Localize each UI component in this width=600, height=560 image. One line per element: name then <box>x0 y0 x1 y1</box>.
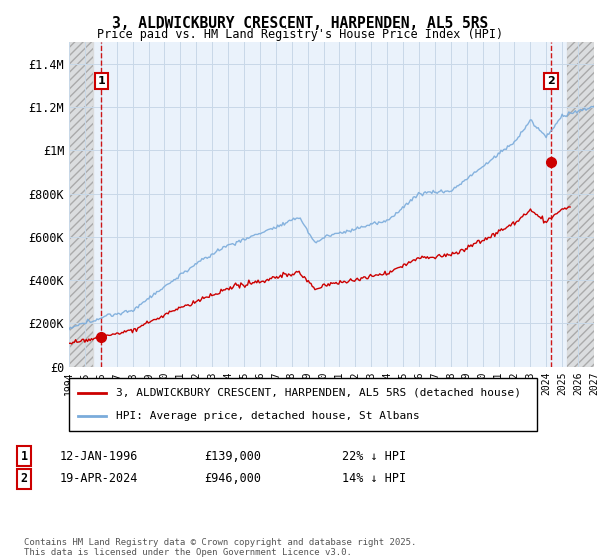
Text: 3, ALDWICKBURY CRESCENT, HARPENDEN, AL5 5RS (detached house): 3, ALDWICKBURY CRESCENT, HARPENDEN, AL5 … <box>116 388 521 398</box>
Text: 19-APR-2024: 19-APR-2024 <box>60 472 139 486</box>
Text: 3, ALDWICKBURY CRESCENT, HARPENDEN, AL5 5RS: 3, ALDWICKBURY CRESCENT, HARPENDEN, AL5 … <box>112 16 488 31</box>
FancyBboxPatch shape <box>69 378 537 431</box>
Text: HPI: Average price, detached house, St Albans: HPI: Average price, detached house, St A… <box>116 411 419 421</box>
Text: £139,000: £139,000 <box>204 450 261 463</box>
Text: 22% ↓ HPI: 22% ↓ HPI <box>342 450 406 463</box>
Text: 12-JAN-1996: 12-JAN-1996 <box>60 450 139 463</box>
Text: 1: 1 <box>20 450 28 463</box>
Bar <box>69 42 93 367</box>
Bar <box>69 42 93 367</box>
Text: 1: 1 <box>98 76 106 86</box>
Bar <box>567 42 594 367</box>
Text: 2: 2 <box>20 472 28 486</box>
Bar <box>567 42 594 367</box>
Text: Contains HM Land Registry data © Crown copyright and database right 2025.
This d: Contains HM Land Registry data © Crown c… <box>24 538 416 557</box>
Text: 2: 2 <box>547 76 555 86</box>
Text: Price paid vs. HM Land Registry's House Price Index (HPI): Price paid vs. HM Land Registry's House … <box>97 28 503 41</box>
Text: 14% ↓ HPI: 14% ↓ HPI <box>342 472 406 486</box>
Text: £946,000: £946,000 <box>204 472 261 486</box>
